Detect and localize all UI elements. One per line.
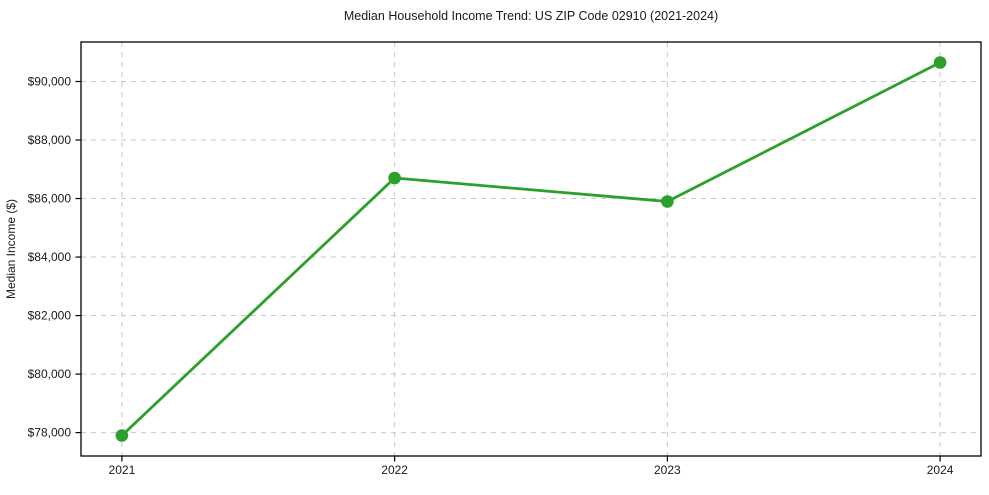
y-tick-label: $88,000 xyxy=(28,133,72,147)
x-tick-label: 2024 xyxy=(927,463,954,477)
y-tick-label: $86,000 xyxy=(28,192,72,206)
y-tick-label: $80,000 xyxy=(28,367,72,381)
data-point-2021 xyxy=(115,429,129,442)
y-tick-label: $82,000 xyxy=(28,309,72,323)
chart-title: Median Household Income Trend: US ZIP Co… xyxy=(344,9,718,23)
data-point-2023 xyxy=(661,195,674,208)
trend-line xyxy=(120,61,942,437)
plot-border xyxy=(80,41,982,457)
y-tick-label: $78,000 xyxy=(28,426,72,440)
data-point-2022 xyxy=(388,171,401,185)
x-tick-label: 2023 xyxy=(654,463,681,477)
y-axis-label: Median Income ($) xyxy=(4,199,18,299)
gridlines xyxy=(81,42,981,456)
income-trend-series xyxy=(115,56,947,442)
tick-marks xyxy=(75,80,941,462)
y-tick-label: $84,000 xyxy=(28,250,72,264)
y-tick-label: $90,000 xyxy=(28,74,72,88)
x-tick-labels: 2021 2022 2023 2024 xyxy=(109,463,954,477)
x-tick-label: 2022 xyxy=(381,463,408,477)
x-tick-label: 2021 xyxy=(109,463,136,477)
data-point-2024 xyxy=(933,56,947,69)
y-tick-labels: $78,000 $80,000 $82,000 $84,000 $86,000 $88,0… xyxy=(28,74,72,439)
